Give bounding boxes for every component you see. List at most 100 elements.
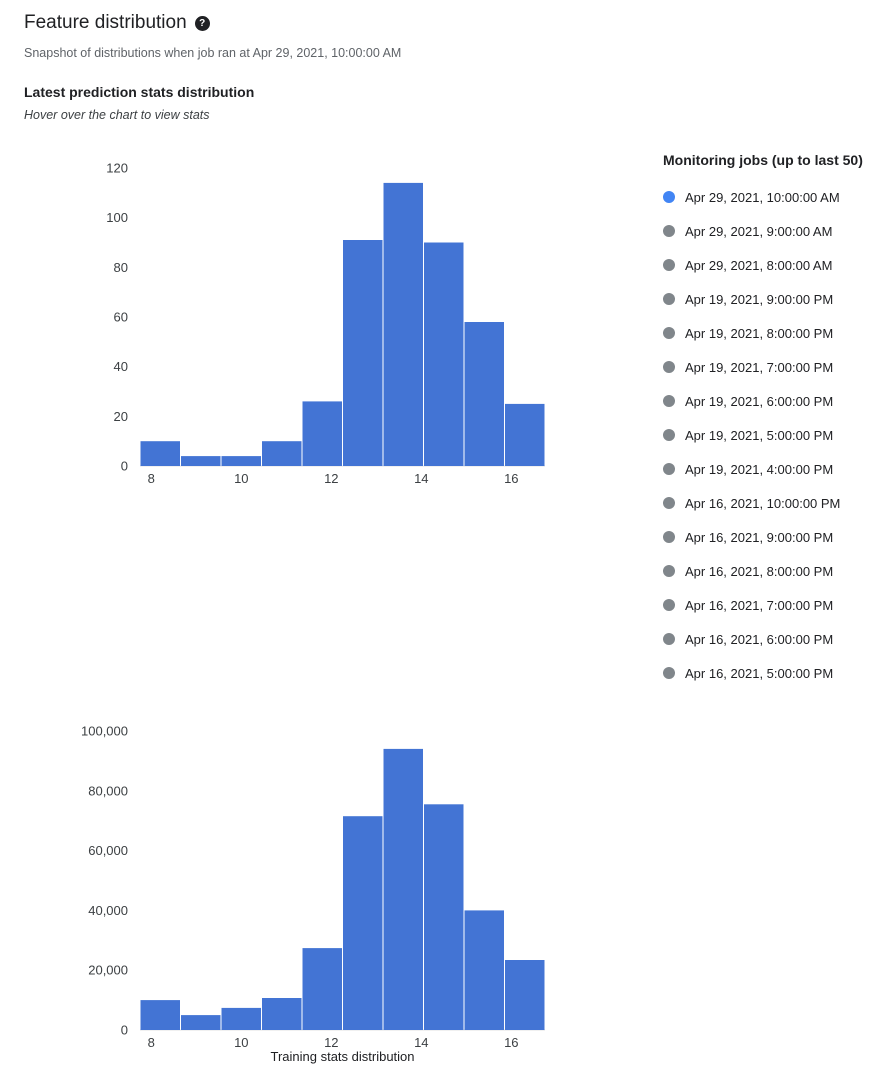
job-dot bbox=[663, 565, 675, 577]
monitoring-job-item[interactable]: Apr 16, 2021, 10:00:00 PM bbox=[663, 486, 888, 520]
job-dot bbox=[663, 293, 675, 305]
monitoring-job-item[interactable]: Apr 16, 2021, 7:00:00 PM bbox=[663, 588, 888, 622]
histogram-bar bbox=[383, 182, 423, 466]
job-label: Apr 29, 2021, 9:00:00 AM bbox=[685, 223, 833, 239]
histogram-bar bbox=[181, 1015, 221, 1030]
page-title: Feature distribution ? bbox=[24, 12, 401, 34]
hover-hint: Hover over the chart to view stats bbox=[24, 108, 210, 122]
histogram-bar bbox=[464, 910, 504, 1030]
y-tick-label: 80 bbox=[114, 260, 128, 275]
histogram-bar bbox=[302, 401, 342, 466]
job-label: Apr 19, 2021, 7:00:00 PM bbox=[685, 359, 834, 375]
y-tick-label: 20 bbox=[114, 409, 128, 424]
job-label: Apr 16, 2021, 7:00:00 PM bbox=[685, 597, 834, 613]
y-tick-label: 0 bbox=[121, 459, 128, 474]
job-label: Apr 29, 2021, 10:00:00 AM bbox=[685, 189, 840, 205]
x-tick-label: 16 bbox=[504, 471, 518, 486]
monitoring-job-item[interactable]: Apr 16, 2021, 8:00:00 PM bbox=[663, 554, 888, 588]
monitoring-job-item[interactable]: Apr 19, 2021, 9:00:00 PM bbox=[663, 282, 888, 316]
histogram-bar bbox=[262, 998, 302, 1030]
x-tick-label: 10 bbox=[234, 471, 248, 486]
histogram-bar bbox=[140, 441, 180, 466]
monitoring-job-item[interactable]: Apr 16, 2021, 9:00:00 PM bbox=[663, 520, 888, 554]
job-dot bbox=[663, 395, 675, 407]
histogram-bar bbox=[424, 242, 464, 466]
job-label: Apr 16, 2021, 8:00:00 PM bbox=[685, 563, 834, 579]
job-dot bbox=[663, 327, 675, 339]
job-label: Apr 16, 2021, 5:00:00 PM bbox=[685, 665, 834, 681]
x-axis-title: Training stats distribution bbox=[270, 1049, 414, 1064]
histogram-bar bbox=[262, 441, 302, 466]
y-tick-label: 100,000 bbox=[81, 724, 128, 739]
training-stats-histogram[interactable]: 0 20,000 40,000 60,000 80,000 100,000 8 10 12 14 1… bbox=[24, 715, 584, 1075]
monitoring-job-item[interactable]: Apr 29, 2021, 9:00:00 AM bbox=[663, 214, 888, 248]
monitoring-job-item[interactable]: Apr 19, 2021, 6:00:00 PM bbox=[663, 384, 888, 418]
job-dot bbox=[663, 361, 675, 373]
job-label: Apr 19, 2021, 8:00:00 PM bbox=[685, 325, 834, 341]
histogram-bar bbox=[221, 456, 261, 466]
job-dot bbox=[663, 599, 675, 611]
x-tick-label: 14 bbox=[414, 471, 428, 486]
job-selected-dot bbox=[663, 191, 675, 203]
monitoring-jobs-panel: Monitoring jobs (up to last 50) Apr 29, … bbox=[663, 152, 888, 690]
x-tick-label: 8 bbox=[148, 471, 155, 486]
monitoring-jobs-list: Apr 29, 2021, 10:00:00 AM Apr 29, 2021, 9… bbox=[663, 180, 888, 690]
histogram-bar bbox=[302, 948, 342, 1030]
monitoring-job-item[interactable]: Apr 29, 2021, 8:00:00 AM bbox=[663, 248, 888, 282]
y-tick-label: 40,000 bbox=[88, 903, 128, 918]
job-label: Apr 29, 2021, 8:00:00 AM bbox=[685, 257, 833, 273]
job-dot bbox=[663, 463, 675, 475]
monitoring-job-item[interactable]: Apr 19, 2021, 7:00:00 PM bbox=[663, 350, 888, 384]
histogram-bar bbox=[505, 960, 545, 1030]
job-label: Apr 16, 2021, 9:00:00 PM bbox=[685, 529, 834, 545]
histogram-bar bbox=[424, 804, 464, 1030]
prediction-stats-histogram[interactable]: 0 20 40 60 80 100 120 8 10 12 14 16 bbox=[24, 150, 584, 502]
job-dot bbox=[663, 667, 675, 679]
y-tick-label: 60,000 bbox=[88, 843, 128, 858]
snapshot-subtitle: Snapshot of distributions when job ran a… bbox=[24, 46, 402, 60]
monitoring-job-item[interactable]: Apr 16, 2021, 6:00:00 PM bbox=[663, 622, 888, 656]
monitoring-job-item[interactable]: Apr 19, 2021, 4:00:00 PM bbox=[663, 452, 888, 486]
monitoring-job-item[interactable]: Apr 16, 2021, 5:00:00 PM bbox=[663, 656, 888, 690]
job-label: Apr 19, 2021, 5:00:00 PM bbox=[685, 427, 834, 443]
job-dot bbox=[663, 225, 675, 237]
y-tick-label: 120 bbox=[106, 161, 128, 176]
y-tick-label: 100 bbox=[106, 210, 128, 225]
job-label: Apr 16, 2021, 6:00:00 PM bbox=[685, 631, 834, 647]
x-tick-label: 12 bbox=[324, 1035, 338, 1050]
monitoring-job-item[interactable]: Apr 19, 2021, 8:00:00 PM bbox=[663, 316, 888, 350]
histogram-bar bbox=[343, 240, 383, 466]
monitoring-job-item[interactable]: Apr 19, 2021, 5:00:00 PM bbox=[663, 418, 888, 452]
job-dot bbox=[663, 429, 675, 441]
y-tick-label: 80,000 bbox=[88, 783, 128, 798]
y-tick-label: 0 bbox=[121, 1023, 128, 1038]
job-dot bbox=[663, 633, 675, 645]
y-tick-label: 60 bbox=[114, 310, 128, 325]
histogram-bar bbox=[505, 403, 545, 466]
monitoring-job-item[interactable]: Apr 29, 2021, 10:00:00 AM bbox=[663, 180, 888, 214]
histogram-bar bbox=[181, 456, 221, 466]
y-tick-label: 20,000 bbox=[88, 963, 128, 978]
x-tick-label: 8 bbox=[148, 1035, 155, 1050]
job-dot bbox=[663, 259, 675, 271]
histogram-bar bbox=[221, 1007, 261, 1030]
x-tick-label: 12 bbox=[324, 471, 338, 486]
job-label: Apr 16, 2021, 10:00:00 PM bbox=[685, 495, 841, 511]
job-label: Apr 19, 2021, 9:00:00 PM bbox=[685, 291, 834, 307]
job-dot bbox=[663, 497, 675, 509]
x-tick-label: 10 bbox=[234, 1035, 248, 1050]
histogram-bar bbox=[464, 322, 504, 466]
histogram-bar bbox=[383, 748, 423, 1030]
job-label: Apr 19, 2021, 4:00:00 PM bbox=[685, 461, 834, 477]
job-dot bbox=[663, 531, 675, 543]
page-title-text: Feature distribution bbox=[24, 12, 187, 33]
section-title: Latest prediction stats distribution bbox=[24, 84, 255, 100]
job-label: Apr 19, 2021, 6:00:00 PM bbox=[685, 393, 834, 409]
monitoring-jobs-title: Monitoring jobs (up to last 50) bbox=[663, 152, 863, 168]
x-tick-label: 16 bbox=[504, 1035, 518, 1050]
x-tick-label: 14 bbox=[414, 1035, 428, 1050]
histogram-bar bbox=[343, 816, 383, 1030]
help-icon[interactable]: ? bbox=[194, 15, 210, 31]
histogram-bar bbox=[140, 1000, 180, 1030]
